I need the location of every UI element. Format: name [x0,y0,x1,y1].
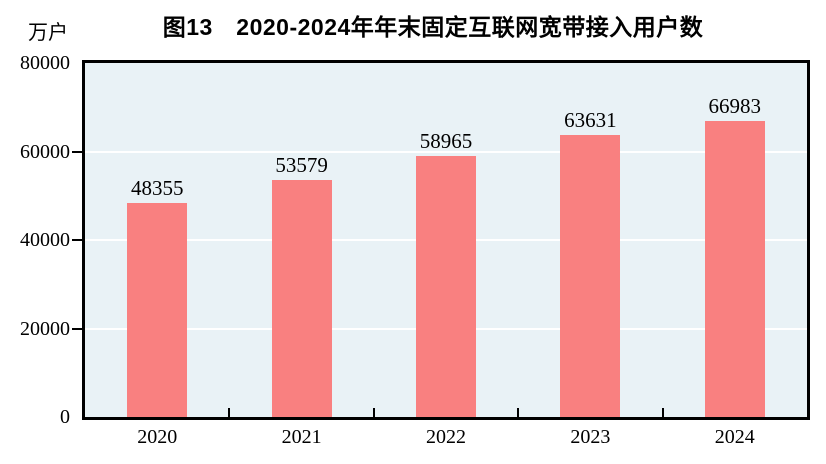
y-axis-tick-label-40000: 40000 [20,229,70,251]
gridline-60000 [85,150,807,153]
x-axis-tick [372,408,375,417]
y-axis-tick-mark-20000 [72,327,82,330]
bar-2020 [127,203,188,417]
y-axis-tick-label-60000: 60000 [20,140,70,163]
bar-value-2021: 53579 [275,152,328,177]
chart-title: 图13 2020-2024年年末固定互联网宽带接入用户数 [162,14,704,40]
x-axis-label-2021: 2021 [281,426,322,448]
y-axis-tick-label-20000: 20000 [20,317,70,340]
bar-2024 [704,120,765,417]
plot-area: 48355 53579 58965 63631 66983 [82,60,810,420]
y-axis-unit-label: 万户 [28,22,68,44]
y-axis-tick-mark-40000 [72,239,82,241]
bar-value-2024: 66983 [708,93,762,118]
y-axis-tick-label-80000: 80000 [20,52,70,74]
x-axis-label-2024: 2024 [714,426,755,448]
x-axis-label-2020: 2020 [137,426,178,448]
bar-2021 [271,179,332,417]
bar-value-2023: 63631 [564,108,617,133]
bar-value-2020: 48355 [130,176,184,201]
x-axis-label-2023: 2023 [570,426,611,448]
x-axis-tick [228,408,231,417]
y-axis-tick-label-0: 0 [60,406,70,428]
x-axis-label-2022: 2022 [426,426,466,448]
x-axis-tick [661,408,664,417]
bar-2022 [416,156,476,417]
x-axis-tick [517,408,520,417]
bar-2023 [560,135,621,417]
bar-value-2022: 58965 [419,129,473,154]
y-axis-tick-mark-60000 [72,150,82,153]
